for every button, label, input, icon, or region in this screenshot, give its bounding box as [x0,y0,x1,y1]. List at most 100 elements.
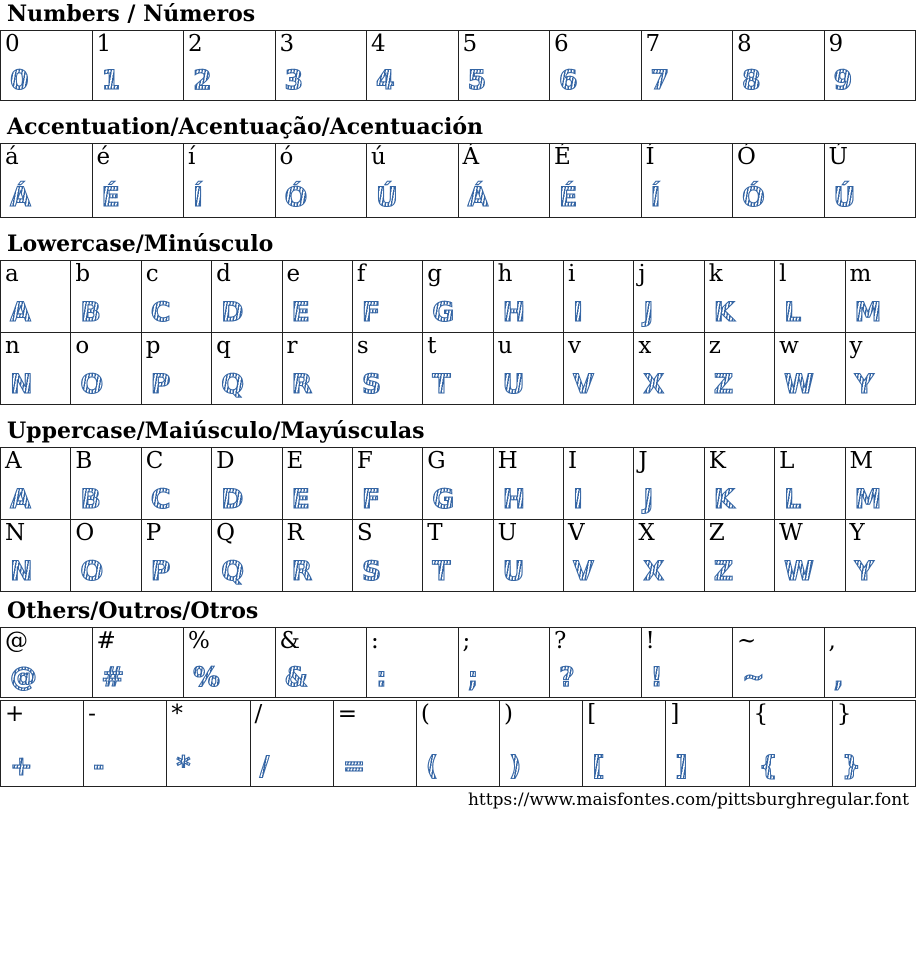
plain-char-label: á [5,144,19,170]
plain-char-label: @ [5,628,28,654]
plain-char-label: Ó [737,144,756,170]
plain-char-label: M [849,448,874,474]
plain-char-label: d [216,261,231,287]
char-cell: ]] [665,700,750,787]
styled-font-glyph: R [291,369,313,400]
plain-char-label: ; [462,628,471,654]
styled-font-glyph: C [150,297,171,328]
styled-font-glyph: W [784,556,815,587]
styled-font-glyph: V [573,556,595,587]
plain-char-label: x [638,333,652,359]
styled-font-glyph: ? [559,662,576,693]
plain-char-label: ] [670,701,680,727]
plain-char-label: ~ [737,628,757,654]
plain-char-label: [ [587,701,597,727]
styled-font-glyph: U [502,556,525,587]
source-url: https://www.maisfontes.com/pittsburghreg… [467,790,909,810]
styled-font-glyph: - [93,751,105,782]
plain-char-label: , [828,628,836,654]
styled-font-glyph: Á [467,182,489,213]
styled-font-glyph: Q [221,556,245,587]
char-cell: %% [183,627,276,698]
plain-char-label: L [779,448,795,474]
styled-font-glyph: Q [221,369,245,400]
plain-char-label: 9 [828,31,844,57]
plain-char-label: E [286,448,304,474]
styled-font-glyph: J [643,484,654,515]
char-cell: )) [499,700,584,787]
styled-font-glyph: K [713,484,735,515]
plain-char-label: # [96,628,116,654]
plain-char-label: Í [645,144,655,170]
plain-char-label: t [427,333,437,359]
styled-font-glyph: L [784,484,802,515]
styled-font-glyph: ) [509,751,522,782]
styled-font-glyph: O [80,556,104,587]
styled-font-glyph: D [221,297,244,328]
plain-char-label: a [5,261,19,287]
char-cell: + + [0,700,85,787]
char-cell: ;; [457,627,550,698]
plain-char-label: j [638,261,646,287]
styled-font-glyph: J [643,297,654,328]
plain-char-label: y [849,333,863,359]
plain-char-label: } [836,701,852,727]
styled-font-glyph: I [572,484,584,515]
plain-char-label: k [708,261,723,287]
plain-char-label: É [554,144,571,170]
plain-char-label: 8 [737,31,752,57]
char-cell: (( [415,700,501,787]
styled-font-glyph: ! [650,662,663,693]
styled-font-glyph: & [284,662,309,693]
plain-char-label: T [427,520,443,546]
plain-char-label: Z [708,520,725,546]
plain-char-label: + [5,701,25,727]
styled-font-glyph: F [361,484,381,515]
styled-font-glyph: } [841,751,861,782]
styled-font-glyph: N [10,369,34,400]
section-title-accentuation: Accentuation/Acentuação/Acentuación [7,114,484,140]
plain-char-label: = [337,701,357,727]
styled-font-glyph: 8 [742,65,762,96]
plain-char-label: ( [420,701,430,727]
styled-font-glyph: , [833,662,844,693]
plain-char-label: f [356,261,366,287]
char-cell: }} [831,700,916,787]
styled-font-glyph: 9 [833,65,853,96]
styled-font-glyph: P [150,556,171,587]
plain-char-label: : [371,628,379,654]
plain-char-label: ú [371,144,386,170]
char-cell: ~ ~ [732,627,825,698]
plain-char-label: 4 [371,31,386,57]
styled-font-glyph: @ [10,662,38,693]
plain-char-label: D [216,448,235,474]
